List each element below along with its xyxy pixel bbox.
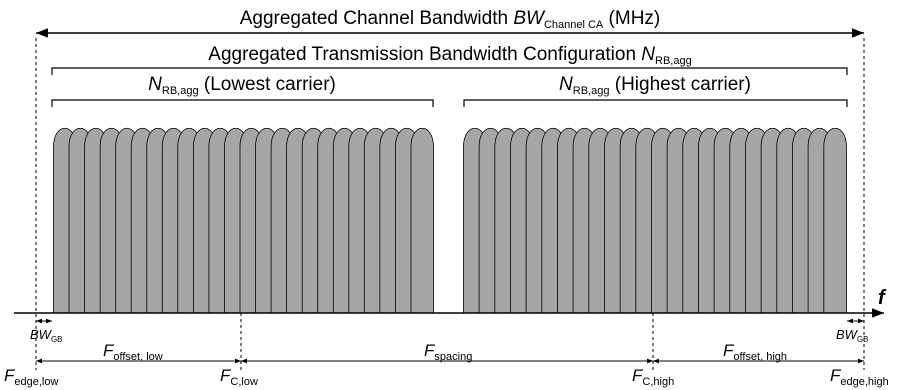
center-low-label: FC,low (220, 366, 258, 388)
title-subscript: Channel CA (544, 19, 604, 31)
low-carrier-suffix: (Lowest carrier) (199, 74, 336, 95)
edge-low-subscript: edge,low (14, 376, 58, 388)
center-high-symbol: F (632, 366, 644, 385)
highest-carrier-bracket (463, 99, 848, 107)
center-high-label: FC,high (632, 366, 674, 388)
title-suffix: (MHz) (603, 8, 660, 29)
center-high-subscript: C,high (642, 376, 674, 388)
offset-high-symbol: F (723, 341, 735, 360)
transmission-bandwidth-bracket (51, 67, 848, 75)
high-carrier-subscript: RB,agg (573, 85, 610, 97)
title-symbol: BW (513, 8, 546, 29)
high-carrier-suffix: (Highest carrier) (609, 74, 750, 95)
frequency-axis-label: f (878, 287, 887, 309)
spacing-symbol: F (424, 341, 436, 360)
guard-band-left-symbol: BW (30, 327, 53, 342)
center-low-symbol: F (220, 366, 232, 385)
edge-low-symbol: F (4, 366, 16, 385)
spacing-label: Fspacing (424, 341, 472, 363)
lowest-carrier-bracket (51, 99, 434, 107)
high-carrier-symbol: N (559, 74, 573, 95)
config-symbol: N (641, 44, 655, 65)
highest-carrier-resource-block (823, 128, 847, 314)
highest-carrier-label: NRB,agg (Highest carrier) (559, 74, 751, 97)
config-prefix: Aggregated Transmission Bandwidth Config… (208, 44, 641, 65)
highest-carrier-resource-blocks (463, 128, 847, 314)
edge-high-subscript: edge,high (840, 376, 888, 388)
title-prefix: Aggregated Channel Bandwidth (240, 8, 514, 29)
low-carrier-symbol: N (148, 74, 162, 95)
aggregated-channel-bandwidth-label: Aggregated Channel Bandwidth BWChannel C… (240, 8, 661, 31)
lowest-carrier-resource-blocks (53, 128, 434, 314)
lowest-carrier-resource-block (410, 128, 434, 314)
edge-high-symbol: F (830, 366, 842, 385)
offset-low-subscript: offset, low (113, 351, 162, 363)
edge-high-label: Fedge,high (830, 366, 889, 388)
low-carrier-subscript: RB,agg (162, 85, 199, 97)
offset-low-symbol: F (103, 341, 115, 360)
guard-band-left-label: BWGB (30, 327, 63, 344)
config-subscript: RB,agg (655, 55, 692, 67)
edge-low-label: Fedge,low (4, 366, 58, 388)
center-low-subscript: C,low (230, 376, 258, 388)
offset-high-label: Foffset, high (723, 341, 787, 363)
guard-band-right-label: BWGB (836, 327, 869, 344)
guard-band-right-subscript: GB (857, 335, 869, 344)
offset-low-label: Foffset, low (103, 341, 163, 363)
spacing-subscript: spacing (434, 351, 472, 363)
guard-band-left-subscript: GB (51, 335, 63, 344)
aggregated-transmission-bandwidth-label: Aggregated Transmission Bandwidth Config… (208, 44, 691, 67)
offset-high-subscript: offset, high (733, 351, 787, 363)
guard-band-right-symbol: BW (836, 327, 859, 342)
lowest-carrier-label: NRB,agg (Lowest carrier) (148, 74, 336, 97)
